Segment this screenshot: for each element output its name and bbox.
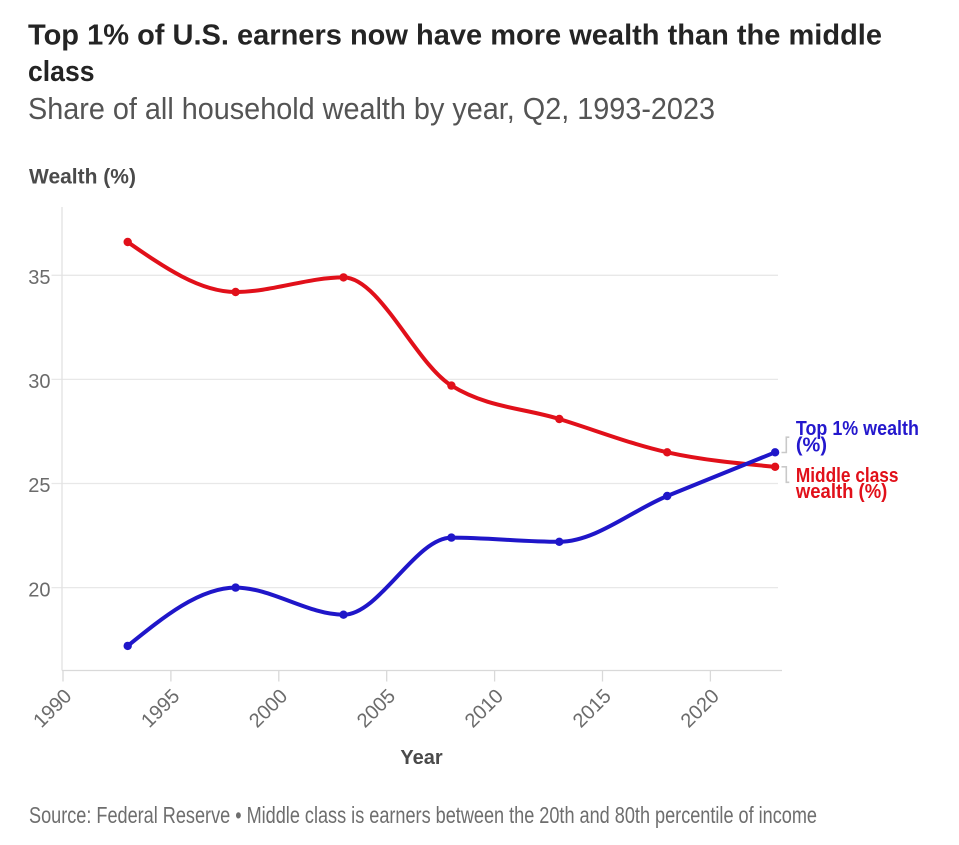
svg-text:Year: Year bbox=[400, 747, 442, 769]
svg-text:20: 20 bbox=[28, 579, 50, 601]
svg-text:Share of all household wealth: Share of all household wealth by year, Q… bbox=[28, 91, 715, 126]
svg-text:Top 1% of U.S. earners now hav: Top 1% of U.S. earners now have more wea… bbox=[28, 19, 882, 51]
svg-text:(%): (%) bbox=[796, 435, 827, 457]
svg-text:35: 35 bbox=[28, 267, 50, 289]
svg-text:class: class bbox=[28, 56, 95, 88]
svg-text:Wealth (%): Wealth (%) bbox=[29, 165, 136, 188]
svg-text:Middle class: Middle class bbox=[796, 465, 899, 487]
svg-text:wealth (%): wealth (%) bbox=[795, 481, 887, 503]
svg-text:Source: Federal Reserve • Midd: Source: Federal Reserve • Middle class i… bbox=[29, 802, 817, 828]
svg-text:Top 1% wealth: Top 1% wealth bbox=[796, 418, 919, 440]
svg-text:30: 30 bbox=[28, 371, 50, 393]
svg-text:25: 25 bbox=[28, 475, 50, 497]
